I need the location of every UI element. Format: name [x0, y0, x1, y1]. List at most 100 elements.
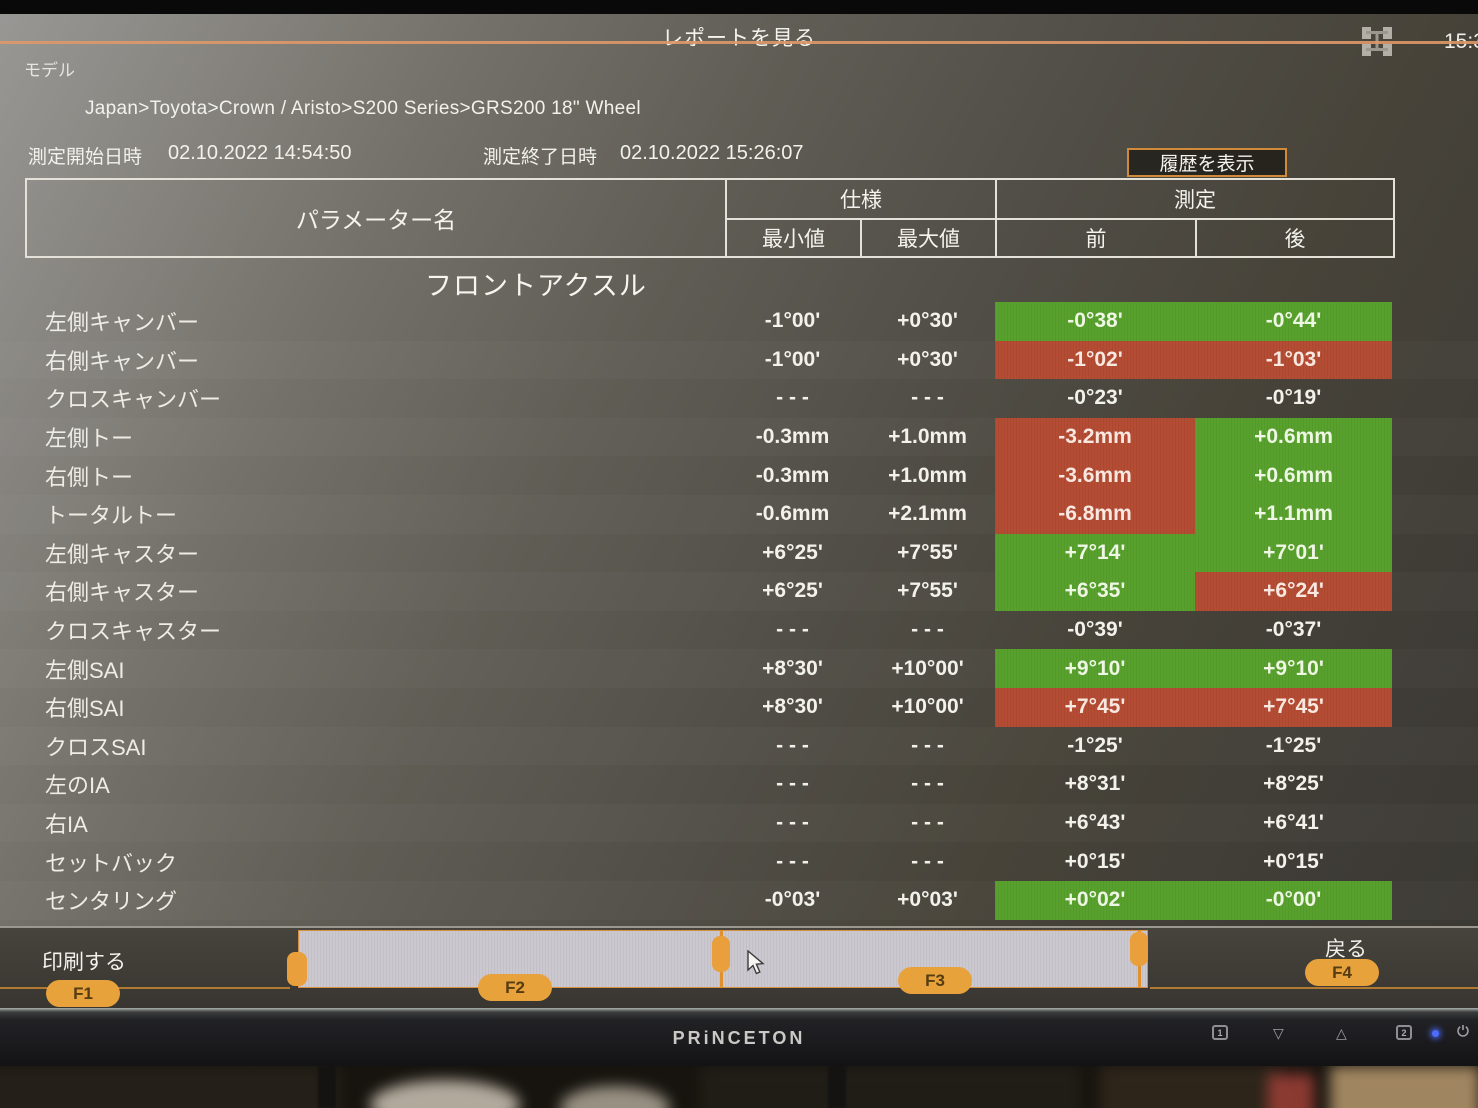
fkey-f1[interactable]: F1: [46, 980, 120, 1007]
alignment-report-screen: レポートを見る 15:3 モデル Japan>Toyota>Crown / Ar…: [0, 14, 1478, 1008]
measured-before-value: +0°02': [995, 880, 1195, 920]
header-after: 後: [1284, 228, 1306, 251]
measured-after-value: +0°15': [1263, 849, 1324, 873]
header-measurement: 測定: [1174, 189, 1216, 212]
table-row: トータルトー -0.6mm +2.1mm -6.8mm +1.1mm: [0, 494, 1478, 534]
row-parameter-label: セットバック: [45, 850, 178, 876]
row-parameter-label: クロスSAI: [45, 734, 147, 760]
table-body: 左側キャンバー -1°00' +0°30' -0°38' -0°44' 右側キャ…: [0, 302, 1478, 920]
spec-min-value: +6°25': [762, 579, 823, 603]
page-title: レポートを見る: [662, 27, 816, 50]
spec-max-value: +0°30': [897, 309, 958, 333]
measured-before-value: +6°35': [995, 572, 1195, 611]
power-icon[interactable]: [1456, 1024, 1470, 1043]
measured-before-value: -6.8mm: [995, 494, 1195, 534]
row-parameter-label: 左側SAI: [45, 657, 125, 683]
measured-after-value: +1.1mm: [1195, 494, 1392, 534]
table-row: 右側キャスター +6°25' +7°55' +6°35' +6°24': [0, 572, 1478, 611]
fkey-rail-right: [1150, 987, 1478, 989]
monitor-down-button[interactable]: ▽: [1273, 1025, 1284, 1041]
table-row: 左側トー -0.3mm +1.0mm -3.2mm +0.6mm: [0, 417, 1478, 457]
spec-min-value: -0.3mm: [755, 425, 830, 449]
breadcrumb: Japan>Toyota>Crown / Aristo>S200 Series>…: [85, 98, 641, 119]
row-parameter-label: クロスキャスター: [45, 619, 222, 645]
spec-min-value: +8°30': [762, 656, 823, 680]
model-label: モデル: [24, 61, 75, 80]
measured-before-value: -0°39': [1067, 618, 1123, 642]
measured-after-value: +9°10': [1195, 649, 1392, 688]
measured-before-value: -1°25': [1067, 733, 1123, 757]
monitor-bottom-bezel: PRiNCETON 1 ▽ △ 2: [0, 1008, 1478, 1066]
monitor-up-button[interactable]: △: [1336, 1025, 1347, 1041]
header-parameter-name: パラメーター名: [27, 180, 727, 256]
mouse-cursor-icon: [745, 949, 767, 981]
row-parameter-label: 右側キャンバー: [45, 348, 200, 374]
spec-max-value: - - -: [911, 618, 944, 642]
print-button[interactable]: 印刷する: [42, 951, 126, 974]
spec-max-value: - - -: [911, 772, 944, 796]
spec-min-value: - - -: [776, 811, 809, 835]
scrollbar-right-handle[interactable]: [1130, 932, 1148, 966]
fkey-f4[interactable]: F4: [1305, 959, 1379, 986]
table-row: 右側トー -0.3mm +1.0mm -3.6mm +0.6mm: [0, 456, 1478, 495]
spec-min-value: +6°25': [762, 540, 823, 564]
spec-max-value: +0°03': [897, 888, 958, 912]
measured-before-value: -1°02': [995, 340, 1195, 380]
spec-max-value: - - -: [911, 811, 944, 835]
measured-after-value: +7°01': [1195, 533, 1392, 573]
spec-min-value: - - -: [776, 386, 809, 410]
measured-after-value: +7°45': [1195, 687, 1392, 727]
row-parameter-label: 左側キャンバー: [45, 310, 200, 336]
header-min-value: 最小値: [727, 220, 862, 256]
spec-min-value: - - -: [776, 849, 809, 873]
table-header: パラメーター名 仕様 測定 最小値 最大値 前 後: [25, 178, 1395, 258]
measured-after-value: +0.6mm: [1195, 417, 1392, 457]
row-parameter-label: クロスキャンバー: [45, 387, 222, 413]
show-history-button[interactable]: 履歴を表示: [1127, 148, 1287, 177]
scrollbar-left-handle[interactable]: [287, 952, 307, 986]
measured-after-value: -1°03': [1195, 340, 1392, 380]
back-button[interactable]: 戻る: [1325, 938, 1367, 961]
spec-max-value: +1.0mm: [888, 425, 967, 449]
spec-max-value: +10°00': [891, 656, 964, 680]
monitor-input-button[interactable]: 2: [1396, 1025, 1412, 1040]
measured-after-value: +0.6mm: [1195, 456, 1392, 495]
spec-max-value: +7°55': [897, 579, 958, 603]
measured-after-value: +8°25': [1263, 772, 1324, 796]
row-parameter-label: 左のIA: [45, 773, 110, 799]
table-row: 右IA - - - - - - +6°43' +6°41': [0, 804, 1478, 843]
row-parameter-label: トータルトー: [45, 503, 178, 529]
end-time-label: 測定終了日時: [483, 147, 598, 168]
row-parameter-label: 左側キャスター: [45, 541, 200, 567]
measured-before-value: -3.2mm: [995, 417, 1195, 457]
spec-min-value: -0°03': [764, 888, 821, 912]
monitor-menu-button[interactable]: 1: [1212, 1025, 1228, 1040]
table-row: 左側SAI +8°30' +10°00' +9°10' +9°10': [0, 649, 1478, 688]
spec-max-value: - - -: [911, 849, 944, 873]
table-row: センタリング -0°03' +0°03' +0°02' -0°00': [0, 880, 1478, 920]
spec-max-value: +2.1mm: [888, 502, 967, 526]
row-parameter-label: 右側トー: [45, 464, 134, 490]
spec-max-value: +10°00': [891, 695, 964, 719]
table-row: 左のIA - - - - - - +8°31' +8°25': [0, 765, 1478, 804]
table-row: 右側SAI +8°30' +10°00' +7°45' +7°45': [0, 687, 1478, 727]
header-before: 前: [997, 220, 1197, 256]
fkey-f3[interactable]: F3: [898, 967, 972, 994]
scrollbar-center-handle[interactable]: [712, 936, 730, 972]
header-spec: 仕様: [727, 180, 997, 218]
row-parameter-label: 右側SAI: [45, 696, 125, 722]
fkey-f2[interactable]: F2: [478, 974, 552, 1001]
measured-after-value: -1°25': [1265, 733, 1322, 757]
monitor-brand-logo: PRiNCETON: [672, 1028, 806, 1048]
row-parameter-label: 右側キャスター: [45, 580, 200, 606]
fkey-rail-left: [0, 987, 290, 989]
spec-min-value: -1°00': [764, 309, 821, 333]
spec-max-value: +1.0mm: [888, 463, 967, 487]
table-row: セットバック - - - - - - +0°15' +0°15': [0, 842, 1478, 881]
measured-after-value: +6°24': [1195, 572, 1392, 611]
measured-before-value: -0°38': [995, 302, 1195, 341]
start-time-label: 測定開始日時: [28, 147, 143, 168]
measured-before-value: -0°23': [1067, 386, 1123, 410]
spec-min-value: -0.6mm: [755, 502, 830, 526]
